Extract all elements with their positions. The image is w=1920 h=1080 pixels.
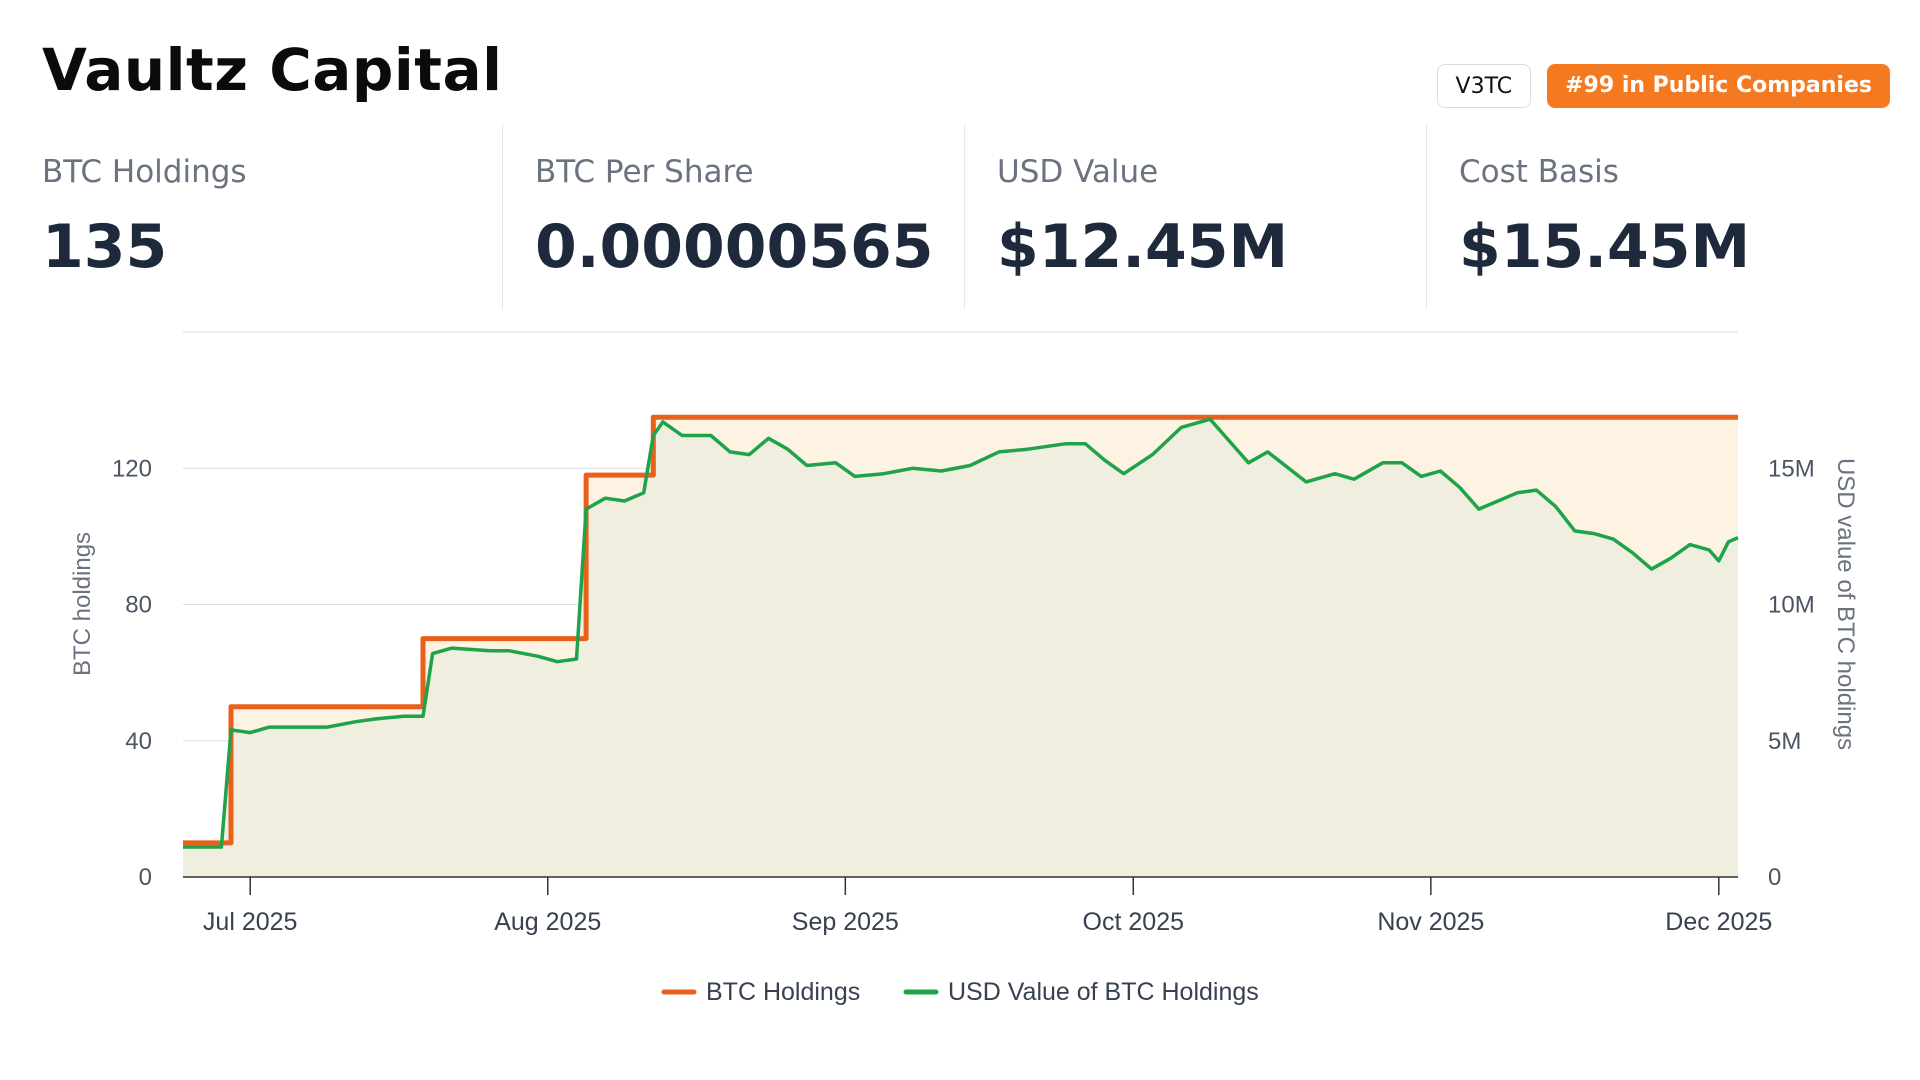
y-right-tick-label: 5M bbox=[1768, 728, 1801, 755]
stat-btc-holdings: BTC Holdings 135 bbox=[0, 124, 502, 310]
legend-item-usd-value[interactable]: USD Value of BTC Holdings bbox=[903, 978, 1259, 1006]
y-left-tick-label: 40 bbox=[125, 728, 152, 755]
chart-legend: BTC Holdings USD Value of BTC Holdings bbox=[661, 978, 1259, 1006]
x-tick-label: Dec 2025 bbox=[1665, 908, 1772, 936]
page-title: Vaultz Capital bbox=[42, 36, 503, 104]
y-right-tick-label: 10M bbox=[1768, 592, 1815, 619]
y-right-tick-label: 15M bbox=[1768, 455, 1815, 482]
x-tick-label: Aug 2025 bbox=[494, 908, 601, 936]
legend-item-btc-holdings[interactable]: BTC Holdings bbox=[661, 978, 860, 1006]
x-tick-label: Nov 2025 bbox=[1377, 908, 1484, 936]
y-left-tick-label: 80 bbox=[125, 592, 152, 619]
y-axis-left-label: BTC holdings bbox=[69, 532, 96, 676]
x-tick-label: Jul 2025 bbox=[203, 908, 298, 936]
x-tick-label: Sep 2025 bbox=[792, 908, 899, 936]
stat-label: BTC Per Share bbox=[535, 154, 754, 190]
chart-lines[interactable] bbox=[183, 414, 1739, 849]
stat-usd-value: USD Value $12.45M bbox=[964, 124, 1427, 310]
stat-value: $12.45M bbox=[997, 212, 1289, 282]
stat-label: BTC Holdings bbox=[42, 154, 247, 190]
stat-value: $15.45M bbox=[1459, 212, 1751, 282]
chart-axes: 0 40 80 120 0 5M 10M 15M Jul 2025 Aug 2025 Sep 202… bbox=[112, 455, 1815, 936]
usd-value-area bbox=[183, 419, 1738, 877]
stat-label: Cost Basis bbox=[1459, 154, 1619, 190]
y-right-tick-label: 0 bbox=[1768, 864, 1781, 891]
x-tick-label: Oct 2025 bbox=[1083, 908, 1184, 936]
rank-badge[interactable]: #99 in Public Companies bbox=[1547, 64, 1890, 108]
stats-row: BTC Holdings 135 BTC Per Share 0.0000056… bbox=[0, 124, 1920, 310]
holdings-chart[interactable]: 0 40 80 120 0 5M 10M 15M Jul 2025 Aug 2025 Sep 202… bbox=[0, 320, 1920, 1040]
y-left-tick-label: 120 bbox=[112, 455, 152, 482]
badge-group: V3TC #99 in Public Companies bbox=[1436, 64, 1890, 108]
btc-holdings-line[interactable] bbox=[183, 414, 1738, 846]
ticker-badge[interactable]: V3TC bbox=[1436, 64, 1532, 108]
y-left-tick-label: 0 bbox=[139, 864, 152, 891]
stat-label: USD Value bbox=[997, 154, 1159, 190]
stat-cost-basis: Cost Basis $15.45M bbox=[1426, 124, 1920, 310]
stat-value: 0.00000565 bbox=[535, 212, 934, 282]
usd-value-line[interactable] bbox=[183, 417, 1739, 849]
chart-areas bbox=[183, 417, 1738, 877]
legend-label: BTC Holdings bbox=[706, 978, 860, 1006]
legend-label: USD Value of BTC Holdings bbox=[948, 978, 1259, 1006]
stat-btc-per-share: BTC Per Share 0.00000565 bbox=[502, 124, 965, 310]
y-axis-right-label: USD value of BTC holdings bbox=[1832, 458, 1859, 750]
stat-value: 135 bbox=[42, 212, 168, 282]
